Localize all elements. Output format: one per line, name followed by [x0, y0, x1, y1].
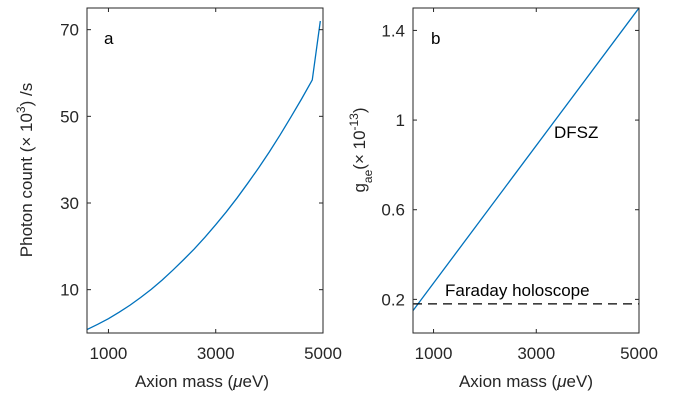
- dfsz-annotation: DFSZ: [554, 123, 598, 142]
- panel-a-photon-count-line: [86, 20, 321, 331]
- panel-b-xtick-label-1: 3000: [517, 344, 555, 363]
- panel-a-ytick-label-0: 10: [60, 281, 79, 300]
- panel-b-ytick-label-2: 1: [396, 111, 405, 130]
- panel-b-ytick-label-1: 0.6: [381, 201, 405, 220]
- panel-a-frame: [86, 7, 324, 334]
- panel-b-label: b: [431, 29, 440, 48]
- panel-b-frame: [412, 7, 640, 334]
- panel-a-xtick-label-0: 1000: [90, 344, 128, 363]
- panel-b-xtick-label-2: 5000: [620, 344, 658, 363]
- panel-b-ytick-label-0: 0.2: [381, 290, 405, 309]
- panel-a: 10 30 50 70 1000 3000 5000 a Axion mass (μeV)…: [14, 7, 342, 391]
- panel-a-xtick-label-1: 3000: [197, 344, 235, 363]
- panel-a-y-axis-label: Photon count (× 103) /s: [14, 83, 36, 257]
- panel-a-ytick-label-3: 70: [60, 21, 79, 40]
- panel-a-ytick-label-1: 30: [60, 194, 79, 213]
- panel-b-dfsz-line: [412, 7, 640, 311]
- panel-b-ytick-label-3: 1.4: [381, 21, 405, 40]
- panel-b-x-axis-label: Axion mass (μeV): [459, 372, 593, 391]
- panel-b-xtick-label-0: 1000: [415, 344, 453, 363]
- panel-b: 0.2 0.6 1 1.4 1000 3000 5000 b DFSZ Faraday h…: [347, 7, 658, 391]
- faraday-holoscope-annotation: Faraday holoscope: [445, 281, 590, 300]
- panel-b-y-axis-label: gae(× 10-13): [347, 107, 375, 192]
- panel-a-xtick-label-2: 5000: [304, 344, 342, 363]
- panel-a-label: a: [104, 29, 114, 48]
- panel-a-x-axis-label: Axion mass (μeV): [135, 372, 269, 391]
- panel-a-ytick-label-2: 50: [60, 107, 79, 126]
